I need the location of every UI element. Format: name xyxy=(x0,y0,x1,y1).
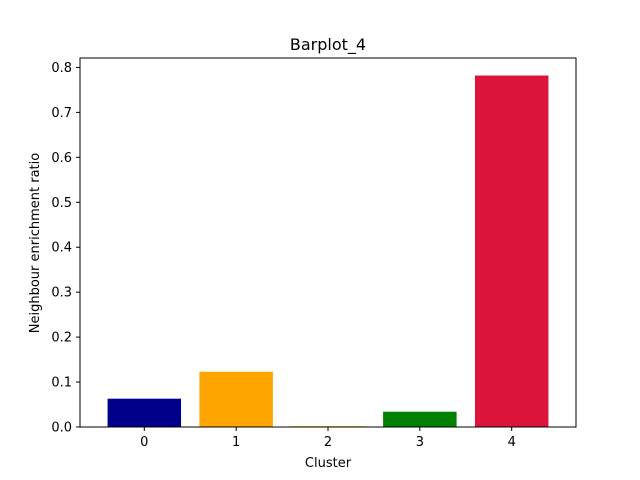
y-tick-label: 0.0 xyxy=(51,421,72,436)
x-tick-label: 0 xyxy=(140,435,148,450)
y-tick-label: 0.7 xyxy=(51,106,72,121)
chart-title: Barplot_4 xyxy=(290,35,366,55)
y-axis-label: Neighbour enrichment ratio xyxy=(28,153,43,333)
y-tick-label: 0.2 xyxy=(51,331,72,346)
x-axis-label: Cluster xyxy=(305,456,352,471)
bar-cluster-3 xyxy=(383,411,457,427)
y-tick-label: 0.1 xyxy=(51,376,72,391)
y-tick-label: 0.4 xyxy=(51,241,72,256)
bar-cluster-0 xyxy=(107,398,182,427)
y-tick-label: 0.8 xyxy=(51,61,72,76)
bar-cluster-1 xyxy=(199,371,273,427)
y-tick-label: 0.6 xyxy=(51,151,72,166)
bar-cluster-4 xyxy=(474,75,549,427)
x-tick-label: 1 xyxy=(232,435,240,450)
x-tick-label: 2 xyxy=(324,435,332,450)
y-tick-label: 0.3 xyxy=(51,286,72,301)
x-axis-ticks: 0 1 2 3 4 xyxy=(140,427,516,450)
bars-group xyxy=(107,75,549,427)
y-axis-ticks: 0.0 0.1 0.2 0.3 0.4 0.5 0.6 0.7 0.8 xyxy=(51,61,80,436)
plot-frame xyxy=(79,57,577,428)
y-tick-label: 0.5 xyxy=(51,196,72,211)
x-tick-label: 3 xyxy=(416,435,424,450)
x-tick-label: 4 xyxy=(508,435,516,450)
